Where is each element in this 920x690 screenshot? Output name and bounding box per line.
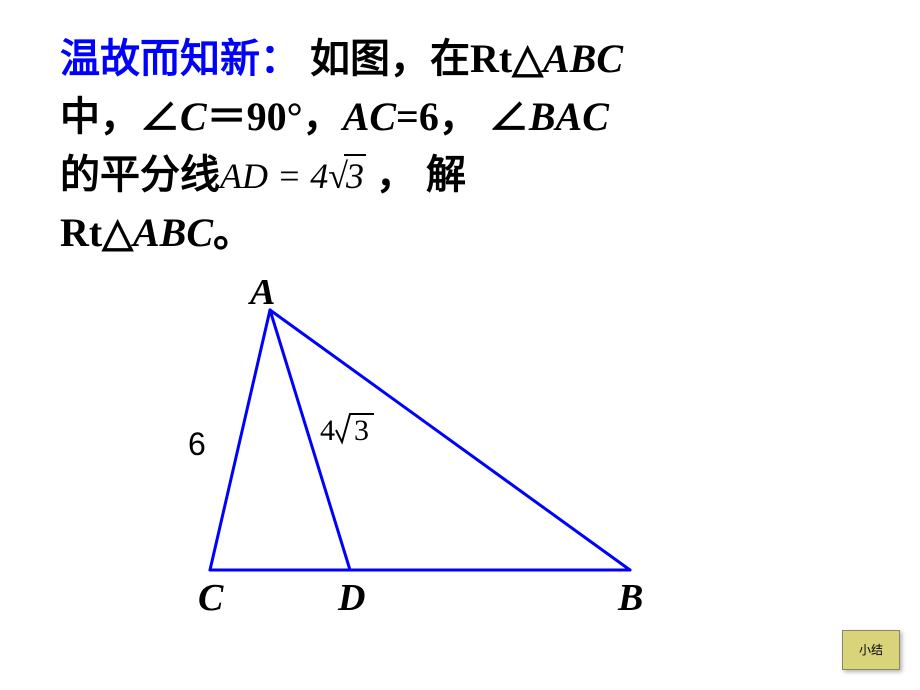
eq6: =6， ∠ [396,94,529,139]
rt2: Rt△ [60,210,133,255]
t1: 如图，在Rt△ [300,36,543,81]
cvar: C [180,94,207,139]
triangle-diagram: A C D B 6 43 [150,280,710,650]
ad-coeff: 4 [310,156,328,196]
svg-text:D: D [337,577,365,619]
abc1: ABC [543,36,623,81]
problem-text: 温故而知新： 如图，在Rt△ABC 中，∠C＝90°，AC=6， ∠BAC 的平… [60,30,860,262]
ad-rad: 3 [344,154,366,196]
svg-text:C: C [198,577,224,619]
t3: 的平分线 [60,152,220,197]
heading: 温故而知新： [60,36,300,81]
t3b: ， 解 [366,152,466,197]
ad-formula: AD = 4√3 [220,156,366,196]
ad-eq: AD = [220,156,310,196]
period: 。 [213,210,253,255]
t2: 中，∠ [60,94,180,139]
svg-text:4: 4 [320,414,335,447]
eq90: ＝90°， [207,94,343,139]
bacvar: BAC [529,94,609,139]
svg-text:A: A [248,280,275,313]
svg-text:B: B [617,577,643,619]
sqrt-icon: √3 [328,150,366,202]
summary-button[interactable]: 小结 [842,630,900,670]
side-label-6: 6 [188,426,206,462]
inner-label: 43 [320,414,374,447]
abc2: ABC [133,210,213,255]
svg-text:3: 3 [354,414,369,447]
diagram-svg: A C D B 6 43 [150,280,710,650]
acvar: AC [343,94,396,139]
